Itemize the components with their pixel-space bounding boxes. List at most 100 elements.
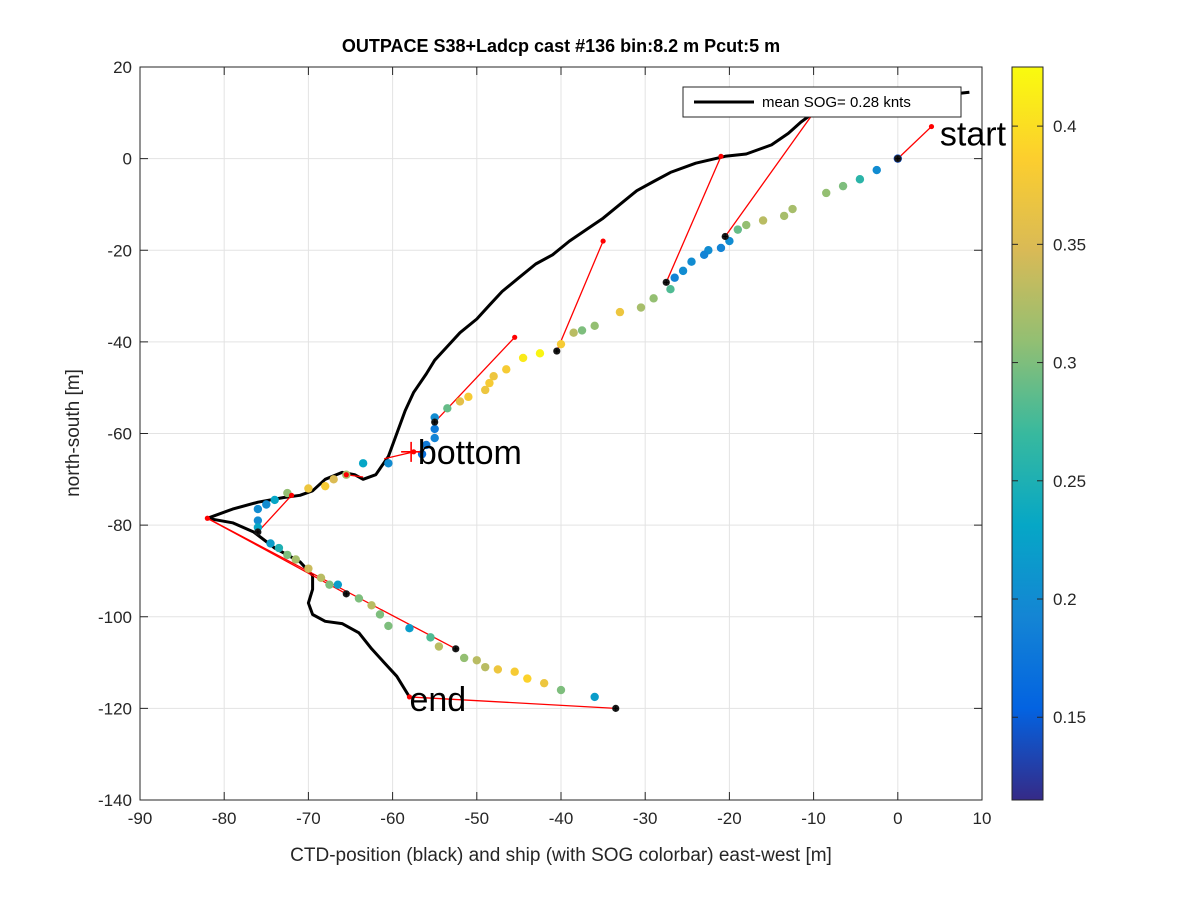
ship-point (253, 516, 263, 525)
ship-point (321, 481, 330, 491)
x-tick-label: -40 (549, 809, 574, 828)
annotations: start bottom end (409, 115, 1006, 719)
ship-point (430, 433, 439, 443)
ship-point (615, 307, 625, 317)
y-tick-label: -80 (107, 516, 132, 535)
colorbar-tick-label: 0.4 (1053, 117, 1077, 136)
ship-black-marker-cross (895, 156, 901, 162)
x-tick-label: 0 (893, 809, 902, 828)
ship-point (539, 678, 549, 688)
ship-point (375, 610, 385, 619)
axis-ticks: -90 -80 -70 -60 -50 -40 -30 -20 -10 0 10200-20-40-… (98, 58, 991, 828)
ship-point (262, 500, 271, 509)
colorbar: 0.4 0.35 0.3 0.25 0.2 0.15 (1011, 66, 1086, 801)
ship-point (270, 495, 279, 505)
ship-point (758, 216, 768, 225)
ship-point (716, 243, 726, 253)
ship-point (253, 504, 263, 514)
ctd-ship-connector-line (556, 240, 604, 352)
colorbar-gradient (1012, 67, 1043, 800)
y-tick-label: -140 (98, 791, 132, 810)
annotation-start: start (940, 115, 1007, 153)
ship-point (569, 328, 578, 337)
ship-point (699, 250, 709, 260)
x-tick-label: 10 (973, 809, 992, 828)
ship-point (316, 573, 326, 583)
ship-point (822, 188, 831, 198)
ship-point (481, 385, 490, 395)
chart-title: OUTPACE S38+Ladcp cast #136 bin:8.2 m Pc… (342, 36, 780, 56)
ctd-ship-connector-line (384, 451, 414, 460)
ship-point (304, 484, 313, 493)
ship-point (430, 424, 439, 434)
ship-point (855, 175, 865, 184)
y-tick-label: -20 (107, 241, 132, 260)
x-tick-label: -20 (717, 809, 742, 828)
ship-point (670, 273, 679, 282)
ship-points (253, 154, 902, 702)
ship-point (489, 372, 498, 381)
ship-point (838, 181, 848, 191)
ctd-red-marker (600, 238, 606, 244)
ship-black-marker-cross (722, 234, 728, 240)
annotation-bottom: bottom (418, 434, 522, 472)
ship-point (590, 692, 599, 702)
ship-point (666, 284, 675, 294)
colorbar-tick-label: 0.15 (1053, 708, 1086, 727)
annotation-end: end (409, 681, 466, 719)
colorbar-ticks: 0.4 0.35 0.3 0.25 0.2 0.15 (1012, 117, 1086, 727)
ctd-ship-connector-line (409, 696, 616, 710)
y-tick-label: -100 (98, 608, 132, 627)
ship-point (434, 642, 444, 651)
ship-point (523, 674, 532, 683)
ship-point (872, 165, 881, 175)
ship-point (510, 667, 519, 676)
ship-point (687, 257, 696, 266)
colorbar-tick-label: 0.25 (1053, 472, 1086, 491)
ship-point (556, 685, 566, 695)
ship-point (733, 225, 743, 234)
y-tick-label: -40 (107, 333, 132, 352)
ctd-red-marker (406, 694, 413, 700)
ship-point (788, 204, 797, 214)
bottom-cross-marker (401, 441, 422, 462)
x-tick-label: -60 (380, 809, 405, 828)
ship-point (329, 475, 338, 484)
ship-black-marker-cross (554, 348, 560, 354)
ctd-red-marker (928, 123, 935, 130)
y-tick-label: -120 (98, 699, 132, 718)
x-tick-label: -70 (296, 809, 321, 828)
ship-point (274, 543, 284, 553)
colorbar-frame (1011, 66, 1044, 801)
ship-black-marker-cross (613, 705, 619, 711)
y-tick-label: 20 (113, 58, 132, 77)
x-axis-title: CTD-position (black) and ship (with SOG … (290, 845, 832, 866)
ship-point (304, 564, 313, 573)
ctd-ship-connector-line (257, 494, 293, 533)
markers (204, 110, 935, 712)
x-tick-label: -10 (801, 809, 826, 828)
ship-black-marker-cross (432, 419, 438, 425)
colorbar-tick-label: 0.3 (1053, 354, 1077, 373)
ship-point (678, 266, 688, 276)
ship-point (590, 321, 599, 331)
ship-point (485, 378, 494, 388)
colorbar-tick-label: 0.35 (1053, 235, 1086, 254)
legend-label: mean SOG= 0.28 knts (762, 94, 911, 111)
ship-point (472, 656, 481, 665)
ship-point (455, 397, 465, 406)
ship-point (426, 633, 435, 642)
ship-point (518, 353, 528, 363)
ctd-red-marker (288, 492, 295, 498)
ship-point (325, 580, 334, 589)
ship-point (405, 624, 414, 633)
ship-point (367, 601, 376, 610)
ctd-ship-connector-line (724, 112, 815, 237)
ctd-ship-connector-line (665, 156, 722, 283)
legend: mean SOG= 0.28 knts (682, 86, 962, 118)
ship-point (283, 550, 292, 560)
ship-point (333, 580, 343, 589)
ship-point (384, 621, 393, 631)
ship-point (493, 665, 503, 674)
